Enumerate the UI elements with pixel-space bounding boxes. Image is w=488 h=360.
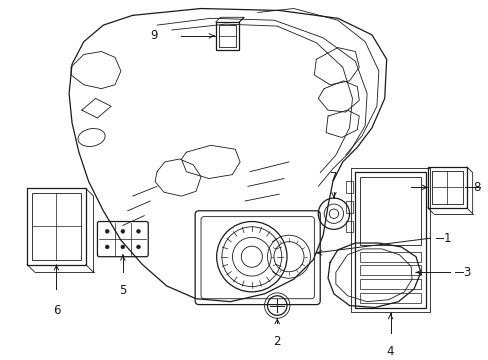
Circle shape bbox=[121, 245, 124, 249]
Text: 2: 2 bbox=[273, 335, 281, 348]
Bar bbox=[360, 293, 420, 303]
Bar bbox=[360, 177, 420, 245]
Bar bbox=[355, 172, 425, 309]
Circle shape bbox=[136, 229, 140, 233]
Bar bbox=[360, 279, 420, 289]
Circle shape bbox=[105, 229, 109, 233]
Text: 6: 6 bbox=[53, 303, 60, 316]
Bar bbox=[360, 265, 420, 275]
Bar bbox=[27, 188, 85, 265]
Bar bbox=[431, 171, 462, 204]
Text: 9: 9 bbox=[150, 30, 158, 42]
Bar bbox=[427, 167, 466, 208]
Circle shape bbox=[136, 245, 140, 249]
Bar bbox=[215, 22, 239, 50]
Bar bbox=[32, 193, 81, 260]
Bar bbox=[345, 221, 353, 232]
Text: 1: 1 bbox=[443, 231, 450, 245]
Text: 5: 5 bbox=[119, 284, 126, 297]
Text: 7: 7 bbox=[329, 171, 337, 184]
Text: 8: 8 bbox=[472, 181, 480, 194]
Text: 4: 4 bbox=[386, 345, 393, 357]
Text: 3: 3 bbox=[462, 266, 469, 279]
Bar bbox=[218, 25, 236, 47]
Bar bbox=[345, 181, 353, 193]
Bar bbox=[351, 168, 429, 312]
Bar bbox=[360, 252, 420, 262]
Circle shape bbox=[121, 229, 124, 233]
Bar bbox=[345, 201, 353, 213]
Circle shape bbox=[105, 245, 109, 249]
